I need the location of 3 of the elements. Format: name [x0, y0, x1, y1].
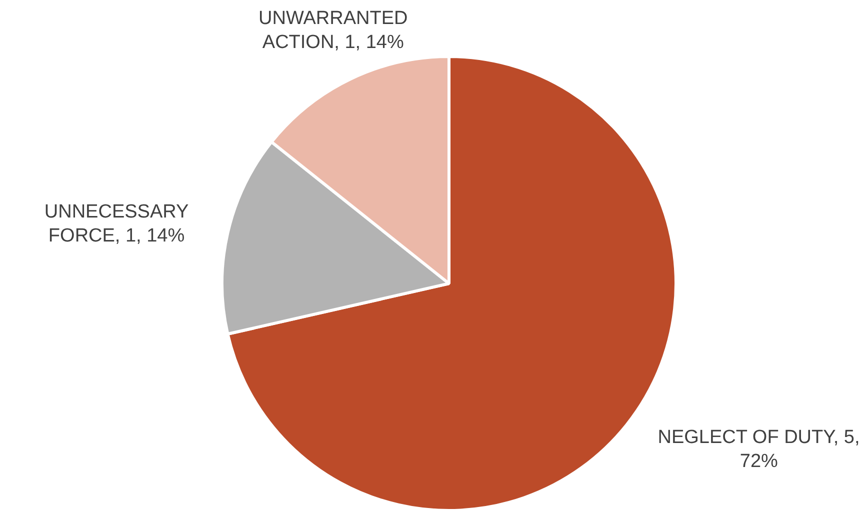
slice-label: UNNECESSARY FORCE, 1, 14% — [44, 201, 190, 246]
slice-label: UNWARRANTED ACTION, 1, 14% — [258, 8, 408, 54]
slice-label: NEGLECT OF DUTY, 5, 72% — [658, 427, 860, 472]
